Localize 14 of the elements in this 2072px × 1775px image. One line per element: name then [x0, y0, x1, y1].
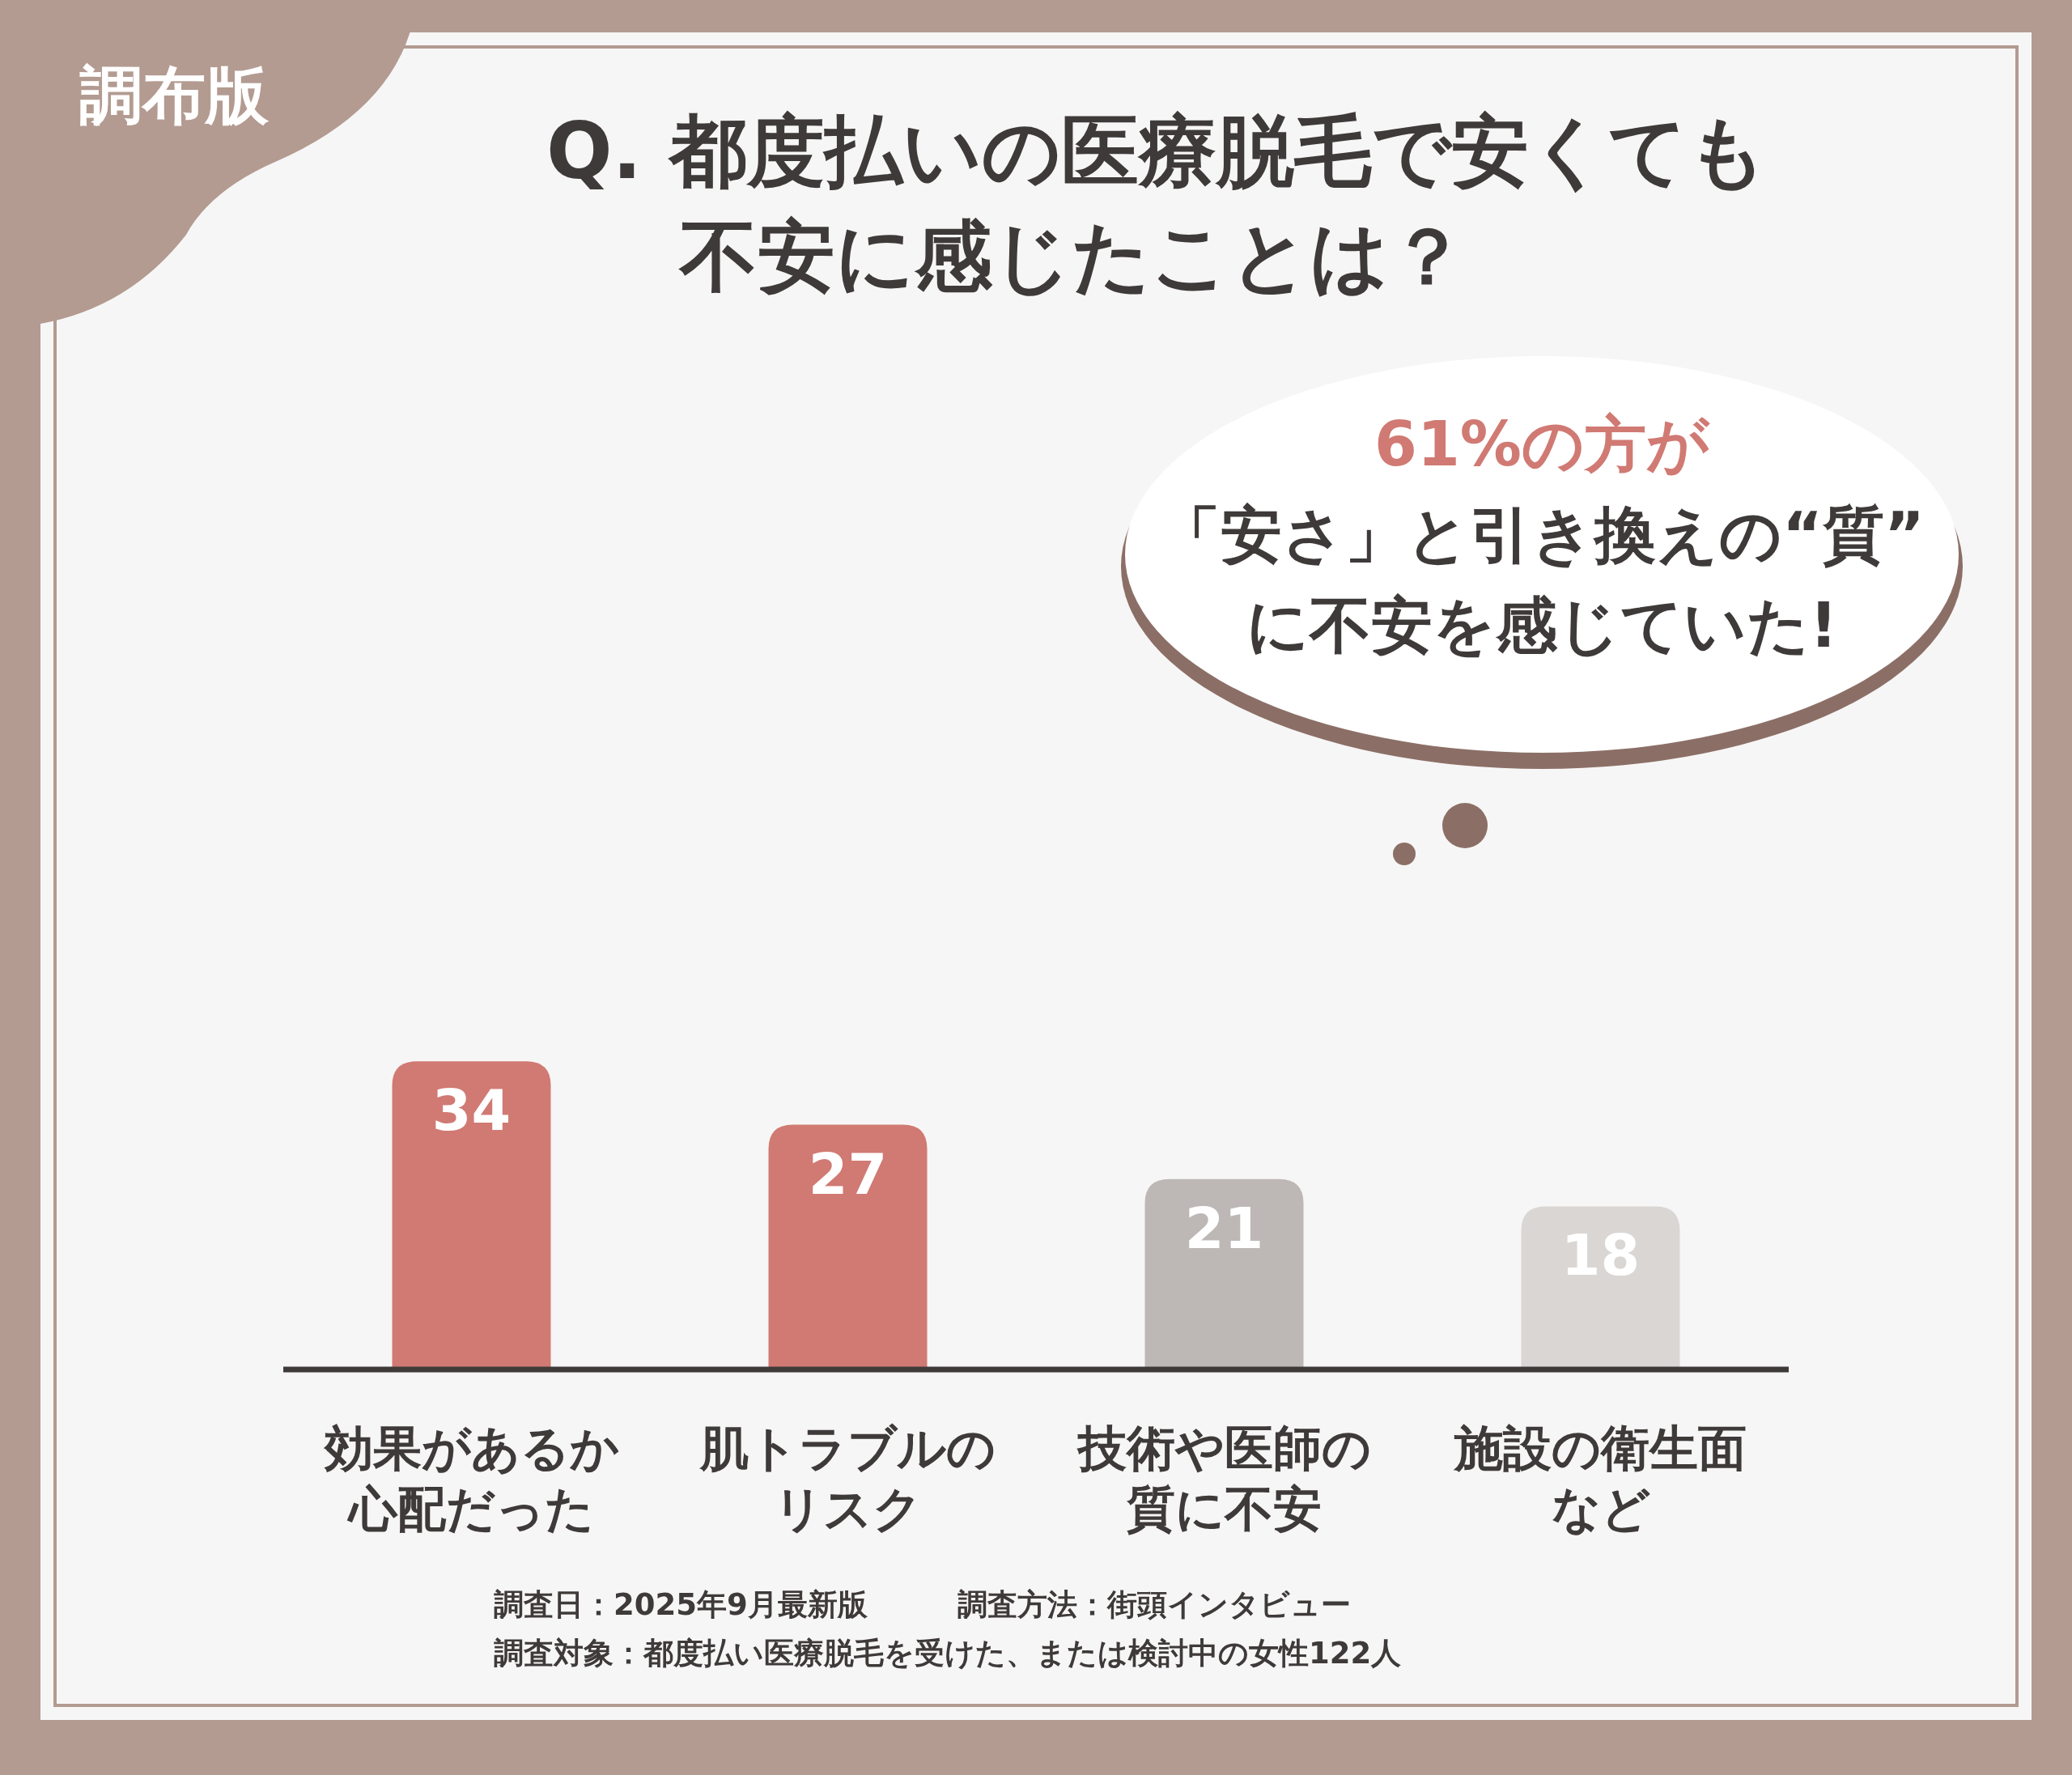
text: に不安を感じていた! — [1246, 589, 1838, 661]
text: 調査日：2025年9月最新版 調査方法：街頭インタビュー — [494, 1587, 1351, 1622]
x-tick-label: 施設の衛生面など — [1453, 1420, 1747, 1537]
x-tick-label: 肌トラブルのリスク — [698, 1420, 996, 1537]
chart-title: Q. 都度払いの医療脱毛で安くても不安に感じたことは？ — [546, 106, 1767, 302]
text: 61%の方が — [1374, 408, 1710, 480]
data-label: 21 — [1184, 1195, 1264, 1262]
text: 調布版 — [79, 59, 270, 132]
data-label: 27 — [808, 1140, 888, 1208]
text: 調査対象：都度払い医療脱毛を受けた、または検討中の女性122人 — [494, 1636, 1402, 1671]
x-tick-label: 効果があるか心配だった — [322, 1420, 619, 1537]
data-label: 34 — [431, 1077, 512, 1144]
text: 「安さ」と引き換えの“質” — [1159, 499, 1925, 571]
x-tick-label: 技術や医師の質に不安 — [1076, 1420, 1371, 1537]
